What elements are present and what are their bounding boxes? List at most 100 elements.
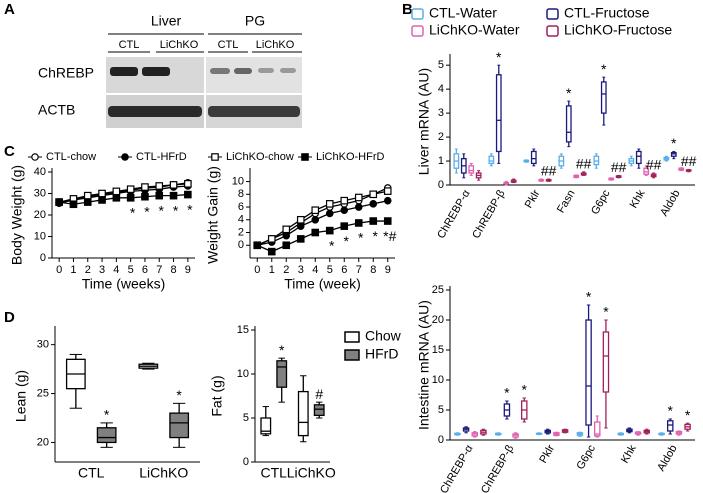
- y-tick-label: 3: [438, 107, 444, 119]
- legend-label: LiChKO-HFrD: [316, 151, 385, 163]
- y-tick-label: 30: [34, 187, 46, 199]
- point: [282, 231, 291, 240]
- x-tick-label: 0: [56, 264, 62, 276]
- box: [573, 174, 580, 179]
- point: [169, 181, 178, 189]
- x-tick-label: LiChKO: [287, 465, 336, 481]
- significance-label: *: [173, 202, 179, 218]
- point: [155, 191, 164, 200]
- blot-image: [206, 57, 302, 93]
- box-body: [488, 155, 495, 165]
- box: [666, 418, 674, 435]
- y-tick-label: 0: [238, 239, 244, 251]
- point: [311, 228, 320, 237]
- box: [608, 177, 615, 181]
- x-tick-label: Pklr: [537, 443, 557, 466]
- box: [558, 153, 565, 169]
- y-tick-label: 1: [438, 155, 444, 167]
- significance-label: *: [144, 203, 150, 219]
- legend-swatch: [344, 331, 360, 343]
- significance-label: *: [176, 387, 182, 403]
- significance-label: *#: [383, 228, 396, 244]
- point: [325, 226, 334, 235]
- box: [561, 428, 569, 434]
- x-tick-label: ChREBP-α: [438, 442, 476, 493]
- significance-label: *: [159, 202, 165, 218]
- y-axis-label: Body Weight (g): [9, 165, 25, 265]
- box: [615, 174, 622, 179]
- box: [276, 357, 288, 403]
- legend-swatch: [546, 25, 559, 37]
- box: [138, 362, 159, 370]
- significance-label: ##: [576, 156, 592, 172]
- significance-label: *: [586, 289, 592, 305]
- box-body: [297, 390, 309, 437]
- significance-label: *: [685, 407, 691, 423]
- x-tick-label: ChREBP-β: [470, 188, 507, 241]
- point: [253, 241, 262, 250]
- box: [580, 171, 587, 176]
- legend-marker: [31, 153, 39, 161]
- legend-label: CTL-Water: [429, 5, 497, 21]
- significance-label: *: [603, 304, 609, 320]
- y-tick-label: 10: [34, 230, 46, 242]
- box-body: [530, 150, 537, 165]
- x-tick-label: LiChKO: [139, 465, 188, 481]
- significance-label: *: [668, 403, 674, 419]
- blot-band: [234, 68, 252, 74]
- y-tick-label: 10: [432, 374, 444, 386]
- x-tick-label: 1: [70, 264, 76, 276]
- point: [184, 190, 192, 199]
- box-body: [260, 417, 272, 435]
- blot-band: [208, 106, 300, 117]
- y-tick-label: 5: [438, 59, 444, 71]
- y-tick-label: 4: [438, 83, 444, 95]
- point: [369, 190, 378, 199]
- point: [69, 200, 78, 209]
- box: [594, 415, 601, 438]
- box: [454, 432, 461, 436]
- x-tick-label: 7: [156, 264, 162, 276]
- point: [340, 206, 349, 215]
- blot-row: ChREBP: [38, 65, 94, 81]
- legend-label: HFrD: [365, 346, 398, 362]
- significance-label: ##: [681, 153, 697, 169]
- y-tick-label: 15: [237, 324, 249, 336]
- significance-label: *: [329, 237, 335, 253]
- blot-band: [210, 68, 230, 74]
- point: [282, 241, 291, 250]
- point: [83, 191, 92, 200]
- box-body: [666, 420, 674, 432]
- box: [475, 170, 482, 181]
- point: [354, 219, 363, 227]
- point: [126, 194, 135, 202]
- box: [658, 432, 665, 436]
- blot-lane: CTL: [218, 39, 239, 51]
- box: [628, 155, 635, 167]
- series-line: [59, 183, 188, 203]
- blot-lane: LiChKO: [160, 39, 199, 51]
- point: [126, 185, 135, 194]
- blot-band: [280, 68, 296, 73]
- box-body: [495, 74, 502, 153]
- legend-label: LiChKO-Water: [429, 22, 520, 38]
- significance-label: ##: [646, 157, 662, 173]
- series-line: [256, 190, 388, 246]
- panel-letter: D: [4, 309, 15, 326]
- box: [523, 159, 530, 163]
- legend-swatch: [411, 8, 424, 20]
- box: [471, 431, 479, 438]
- point: [311, 215, 320, 224]
- box: [462, 426, 470, 434]
- point: [354, 203, 363, 211]
- y-tick-label: 0: [438, 179, 444, 191]
- box: [521, 397, 528, 423]
- point: [296, 215, 305, 224]
- box: [503, 180, 510, 186]
- point: [325, 200, 334, 208]
- x-tick-label: 7: [356, 264, 362, 276]
- box-body: [602, 331, 610, 393]
- x-tick-label: Fasn: [555, 188, 578, 215]
- blot-lane: CTL: [119, 39, 140, 51]
- point: [267, 247, 276, 256]
